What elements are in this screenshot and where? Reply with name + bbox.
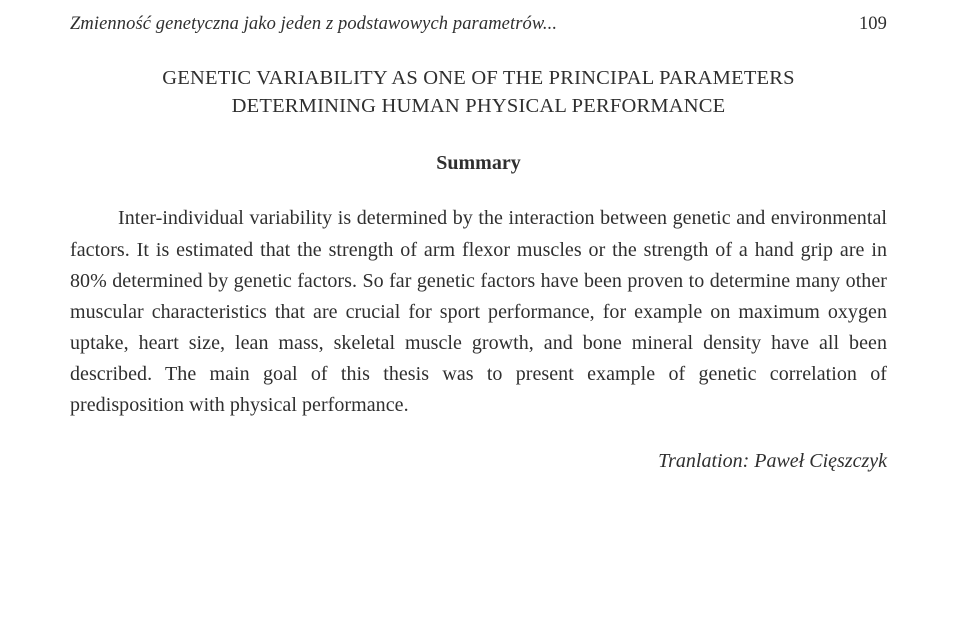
title-line-1: GENETIC VARIABILITY AS ONE OF THE PRINCI… bbox=[162, 67, 795, 89]
running-title: Zmienność genetyczna jako jeden z podsta… bbox=[70, 14, 557, 35]
title-line-2: DETERMINING HUMAN PHYSICAL PERFORMANCE bbox=[232, 95, 726, 117]
page-number: 109 bbox=[859, 14, 887, 35]
article-title: GENETIC VARIABILITY AS ONE OF THE PRINCI… bbox=[70, 65, 887, 120]
translator-credit: Tranlation: Paweł Cięszczyk bbox=[70, 450, 887, 473]
summary-body: Inter-individual variability is determin… bbox=[70, 203, 887, 421]
running-header: Zmienność genetyczna jako jeden z podsta… bbox=[70, 14, 887, 35]
document-page: Zmienność genetyczna jako jeden z podsta… bbox=[0, 0, 959, 619]
summary-heading: Summary bbox=[70, 152, 887, 175]
